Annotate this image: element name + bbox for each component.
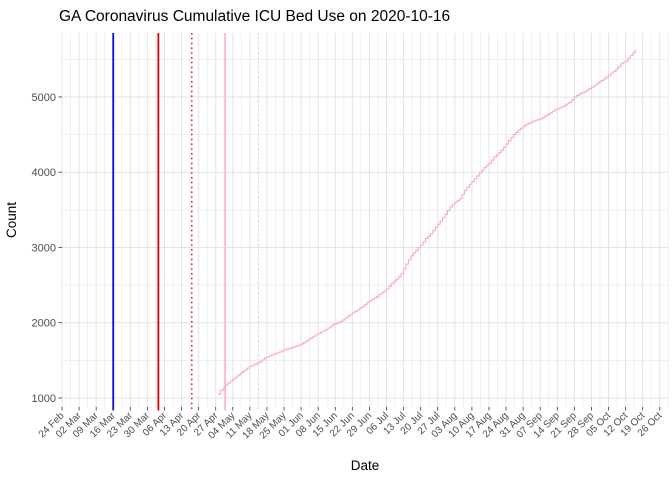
event-lines-layer bbox=[112, 33, 260, 411]
chart-title: GA Coronavirus Cumulative ICU Bed Use on… bbox=[59, 8, 450, 25]
y-axis-title: Count bbox=[4, 202, 19, 238]
series-line-cumulative-icu-bed-use bbox=[218, 49, 636, 395]
y-tick-label: 5000 bbox=[32, 92, 56, 104]
x-axis-title: Date bbox=[351, 458, 380, 473]
y-tick-label: 1000 bbox=[32, 393, 56, 405]
grid-minor-layer bbox=[62, 33, 669, 407]
y-tick-label: 2000 bbox=[32, 318, 56, 330]
series-layer bbox=[218, 49, 636, 395]
grid-major-layer bbox=[61, 33, 669, 407]
y-tick-label: 4000 bbox=[32, 167, 56, 179]
y-tick-label: 3000 bbox=[32, 242, 56, 254]
